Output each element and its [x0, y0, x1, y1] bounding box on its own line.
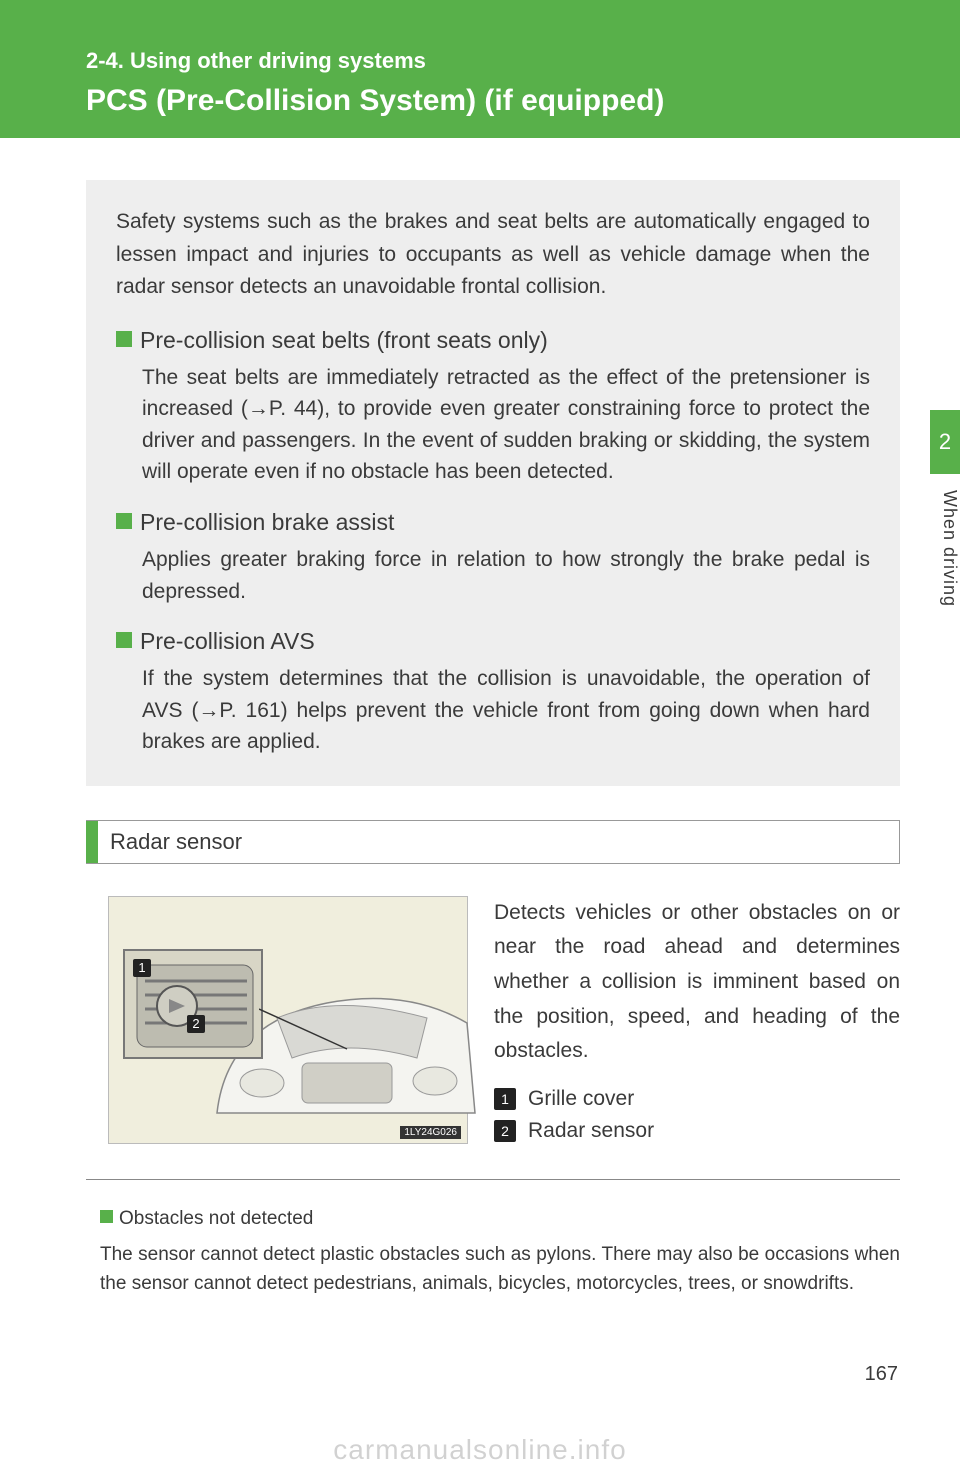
- intro-item-head-text: Pre-collision brake assist: [140, 509, 394, 535]
- watermark: carmanualsonline.info: [0, 1434, 960, 1466]
- figure-id: 1LY24G026: [400, 1126, 461, 1139]
- square-bullet-icon: [116, 513, 132, 529]
- square-bullet-icon: [100, 1210, 113, 1223]
- section-number: 2-4. Using other driving systems: [86, 48, 960, 74]
- radar-description: Detects vehicles or other obstacles on o…: [494, 896, 900, 1069]
- leader-line: [259, 997, 379, 1077]
- chapter-tab-number: 2: [939, 429, 951, 455]
- intro-item-head: Pre-collision seat belts (front seats on…: [116, 324, 870, 356]
- page-header: 2-4. Using other driving systems PCS (Pr…: [0, 0, 960, 138]
- page-number: 167: [865, 1363, 898, 1386]
- section-heading-text: Radar sensor: [110, 821, 242, 863]
- note-heading: Obstacles not detected: [100, 1208, 900, 1230]
- square-bullet-icon: [116, 331, 132, 347]
- chapter-tab: 2: [930, 410, 960, 474]
- note-block: Obstacles not detected The sensor cannot…: [100, 1208, 900, 1299]
- radar-figure: 1 2 1LY24G026: [108, 896, 468, 1144]
- legend-item: 2 Radar sensor: [494, 1119, 900, 1143]
- intro-lead: Safety systems such as the brakes and se…: [116, 206, 870, 304]
- page-title: PCS (Pre-Collision System) (if equipped): [86, 84, 960, 118]
- legend-number-icon: 1: [494, 1088, 516, 1110]
- note-body: The sensor cannot detect plastic obstacl…: [100, 1240, 900, 1299]
- section-heading-bar: Radar sensor: [86, 820, 900, 864]
- intro-item-head-text: Pre-collision seat belts (front seats on…: [140, 327, 548, 353]
- radar-inset: 1 2: [123, 949, 263, 1059]
- callout-2: 2: [187, 1015, 205, 1033]
- intro-item: Pre-collision AVS If the system determin…: [116, 625, 870, 758]
- radar-text: Detects vehicles or other obstacles on o…: [494, 896, 900, 1151]
- intro-item-head-text: Pre-collision AVS: [140, 628, 315, 654]
- intro-item-head: Pre-collision brake assist: [116, 506, 870, 538]
- intro-item-body: The seat belts are immediately retracted…: [116, 362, 870, 488]
- intro-item: Pre-collision seat belts (front seats on…: [116, 324, 870, 488]
- intro-item: Pre-collision brake assist Applies great…: [116, 506, 870, 607]
- legend-number-icon: 2: [494, 1120, 516, 1142]
- divider: [86, 1179, 900, 1180]
- radar-row: 1 2 1LY24G026 Detects vehicles or other …: [108, 896, 900, 1151]
- intro-box: Safety systems such as the brakes and se…: [86, 180, 900, 786]
- legend-label: Grille cover: [528, 1087, 634, 1111]
- intro-item-body: If the system determines that the collis…: [116, 663, 870, 758]
- intro-item-head: Pre-collision AVS: [116, 625, 870, 657]
- section-accent: [86, 821, 98, 863]
- note-heading-text: Obstacles not detected: [119, 1208, 313, 1229]
- callout-1: 1: [133, 959, 151, 977]
- intro-item-body: Applies greater braking force in relatio…: [116, 544, 870, 607]
- square-bullet-icon: [116, 632, 132, 648]
- legend-label: Radar sensor: [528, 1119, 654, 1143]
- chapter-tab-label: When driving: [932, 490, 960, 607]
- legend-item: 1 Grille cover: [494, 1087, 900, 1111]
